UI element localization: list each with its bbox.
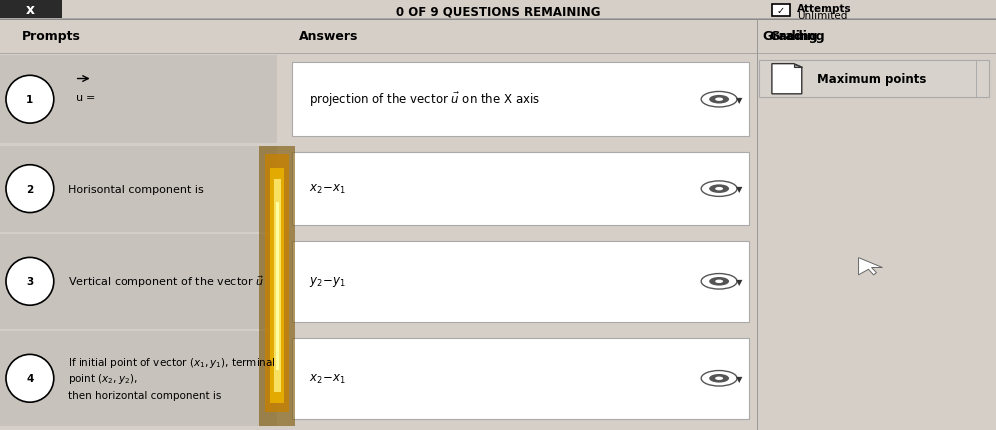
Text: 1: 1 (26, 95, 34, 105)
Circle shape (715, 187, 723, 191)
Circle shape (701, 181, 737, 197)
Circle shape (709, 95, 729, 104)
Text: $y_2\!-\!y_1$: $y_2\!-\!y_1$ (309, 275, 346, 289)
Text: Vertical component of the vector $\vec{u}$: Vertical component of the vector $\vec{u… (68, 274, 264, 289)
FancyBboxPatch shape (292, 338, 749, 419)
Text: 0 OF 9 QUESTIONS REMAINING: 0 OF 9 QUESTIONS REMAINING (395, 6, 601, 18)
Bar (0, 20, 996, 54)
Text: Answers: Answers (299, 30, 359, 43)
Polygon shape (772, 64, 802, 95)
Bar (0, 331, 277, 426)
Bar (270, 169, 284, 403)
Text: ▼: ▼ (736, 185, 742, 194)
Text: Grading: Grading (769, 30, 825, 43)
Ellipse shape (6, 258, 54, 305)
Text: $x_2\!-\!x_1$: $x_2\!-\!x_1$ (309, 372, 346, 385)
Bar (276, 202, 279, 370)
Bar (757, 0, 996, 430)
Polygon shape (794, 64, 802, 68)
FancyBboxPatch shape (292, 241, 749, 322)
Circle shape (715, 98, 723, 101)
Text: then horizontal component is: then horizontal component is (68, 390, 221, 400)
Ellipse shape (6, 355, 54, 402)
FancyBboxPatch shape (759, 61, 989, 98)
Circle shape (701, 92, 737, 108)
Text: $x_2\!-\!x_1$: $x_2\!-\!x_1$ (309, 183, 346, 196)
Text: Unlimited: Unlimited (797, 11, 848, 21)
Bar (0, 234, 277, 329)
Text: 4: 4 (26, 373, 34, 384)
Text: 3: 3 (26, 276, 34, 287)
Bar (772, 5, 790, 17)
Text: If initial point of vector $(x_1,y_1)$, terminal: If initial point of vector $(x_1,y_1)$, … (68, 355, 276, 369)
Bar (265, 154, 289, 412)
Bar (0, 329, 996, 331)
Bar (259, 146, 295, 426)
Circle shape (715, 377, 723, 380)
Text: Grading: Grading (762, 30, 818, 43)
Circle shape (701, 371, 737, 386)
Text: Attempts: Attempts (797, 3, 852, 14)
Text: point $(x_2,y_2)$,: point $(x_2,y_2)$, (68, 372, 137, 385)
Text: Maximum points: Maximum points (817, 73, 926, 86)
Text: ▼: ▼ (736, 374, 742, 383)
Bar (0, 56, 277, 144)
Text: x: x (25, 3, 35, 17)
Text: 2: 2 (26, 184, 34, 194)
Bar (274, 180, 281, 392)
Polygon shape (859, 258, 882, 275)
Circle shape (709, 185, 729, 194)
FancyBboxPatch shape (292, 63, 749, 137)
Text: projection of the vector $\vec{u}$ on the X axis: projection of the vector $\vec{u}$ on th… (309, 91, 540, 109)
Text: ▼: ▼ (736, 95, 742, 104)
Circle shape (701, 274, 737, 289)
Bar (0, 232, 996, 234)
Text: ✓: ✓ (777, 6, 785, 16)
Ellipse shape (6, 76, 54, 124)
Bar (0, 144, 996, 146)
Ellipse shape (6, 166, 54, 213)
Text: $\mathdefault{u}$ =: $\mathdefault{u}$ = (75, 93, 96, 103)
Circle shape (715, 280, 723, 283)
Circle shape (709, 277, 729, 286)
Text: Horisontal component is: Horisontal component is (68, 184, 203, 194)
Text: ▼: ▼ (736, 277, 742, 286)
Bar (0, 146, 277, 232)
Circle shape (709, 374, 729, 383)
Bar (0, 0, 62, 19)
FancyBboxPatch shape (292, 153, 749, 225)
Text: Prompts: Prompts (22, 30, 81, 43)
